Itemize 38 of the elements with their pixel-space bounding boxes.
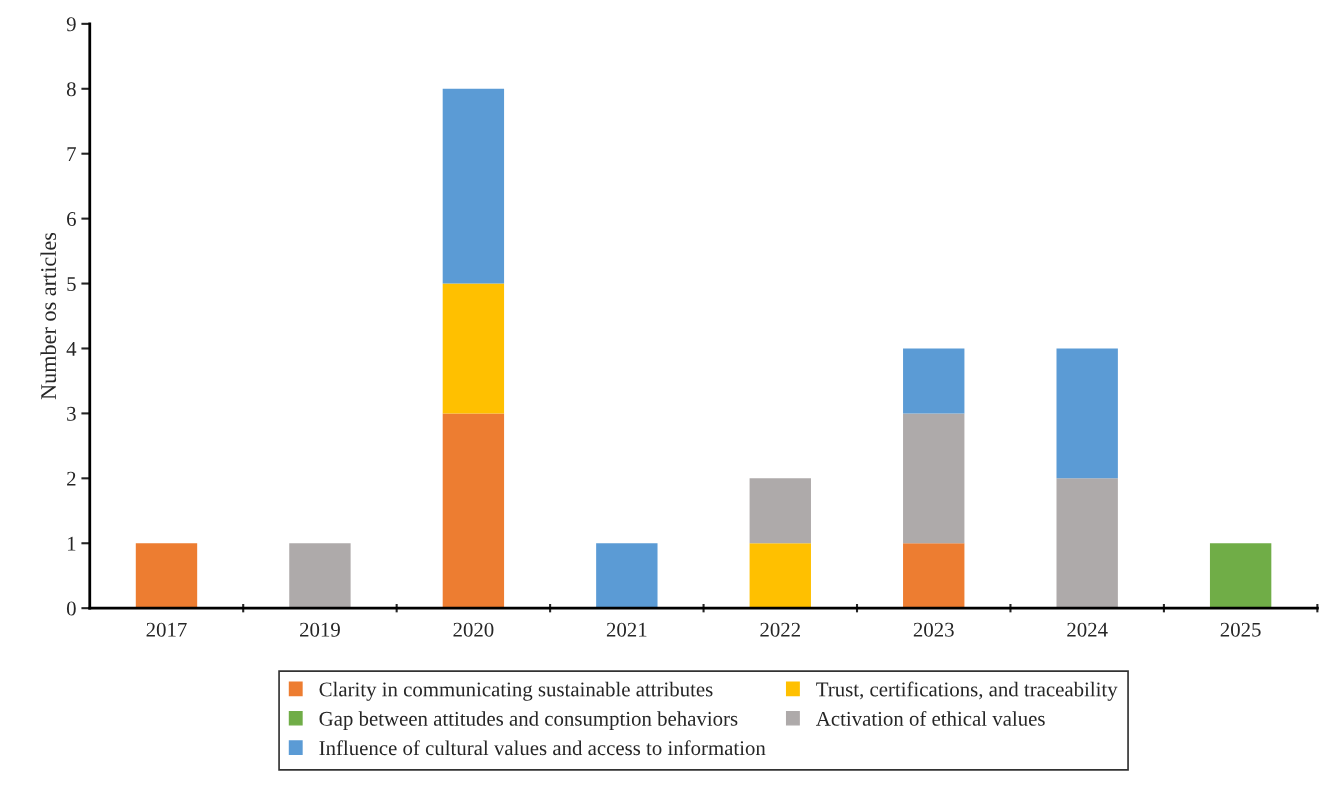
bar: [1056, 348, 1118, 479]
bar: [289, 543, 351, 609]
bar: [442, 283, 505, 414]
x-tick-label: 2025: [1220, 622, 1261, 637]
bar: [749, 478, 811, 544]
y-axis-title: Number os articles: [40, 232, 57, 400]
y-tick-label: 3: [67, 406, 76, 421]
legend-label: Influence of cultural values and access to information: [319, 740, 766, 756]
y-tick-label: 8: [66, 82, 76, 97]
x-tick-label: 2023: [913, 622, 954, 637]
y-tick-label: 1: [67, 536, 76, 551]
bar: [596, 543, 658, 609]
x-tick-label: 2017: [146, 622, 187, 637]
y-tick-label: 4: [66, 341, 77, 356]
legend-label: Trust, certifications, and traceability: [816, 681, 1118, 701]
x-tick-label: 2024: [1067, 622, 1108, 637]
bar: [1209, 543, 1272, 609]
x-tick-label: 2019: [300, 622, 340, 637]
x-tick-label: 2022: [760, 622, 800, 637]
y-tick-label: 5: [67, 277, 76, 291]
y-tick-label: 9: [66, 17, 76, 32]
bar: [903, 413, 965, 544]
bar: [135, 543, 198, 609]
x-tick-label: 2020: [453, 622, 494, 637]
y-tick-label: 7: [67, 147, 76, 161]
bar: [903, 348, 965, 414]
y-tick-label: 2: [67, 471, 76, 486]
x-tick-label: 2021: [606, 622, 647, 637]
legend-label: Gap between attitudes and consumption behaviors: [319, 711, 738, 731]
y-tick-label: 6: [67, 212, 76, 227]
legend-label: Clarity in communicating sustainable attributes: [319, 681, 713, 701]
y-tick-label: 0: [66, 601, 76, 616]
legend-label: Activation of ethical values: [816, 710, 1045, 726]
bar: [442, 88, 505, 284]
bar: [749, 543, 811, 609]
bar: [442, 413, 505, 609]
bar: [903, 543, 965, 609]
bar: [1056, 478, 1118, 609]
